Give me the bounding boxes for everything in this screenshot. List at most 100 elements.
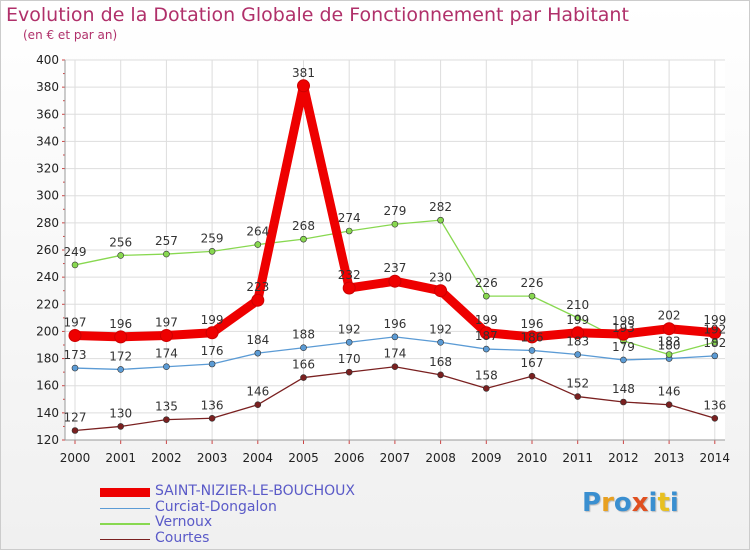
x-tick-label: 2003 xyxy=(197,451,228,465)
data-label: 186 xyxy=(521,330,544,344)
data-label: 135 xyxy=(155,400,178,414)
data-point xyxy=(159,329,173,342)
data-label: 166 xyxy=(292,358,315,372)
data-point xyxy=(71,427,79,434)
data-label: 192 xyxy=(429,322,452,336)
x-tick-label: 2002 xyxy=(151,451,182,465)
data-point xyxy=(117,366,124,373)
x-tick-label: 2008 xyxy=(425,451,456,465)
y-tick-label: 280 xyxy=(36,216,59,230)
data-label: 199 xyxy=(703,313,726,327)
data-point xyxy=(708,326,722,340)
data-point xyxy=(117,423,124,430)
data-label: 187 xyxy=(475,329,498,343)
data-point xyxy=(482,345,490,353)
legend-swatch xyxy=(100,523,150,525)
data-label: 259 xyxy=(201,231,224,245)
data-point xyxy=(711,352,719,360)
data-point xyxy=(616,327,630,341)
x-tick-label: 2010 xyxy=(517,451,548,465)
y-tick-label: 120 xyxy=(36,433,59,447)
data-label: 268 xyxy=(292,219,315,233)
data-point xyxy=(437,338,444,346)
data-label: 192 xyxy=(703,322,726,336)
data-label: 193 xyxy=(612,321,635,335)
data-label: 197 xyxy=(155,316,178,330)
data-label: 172 xyxy=(109,349,132,363)
data-label: 282 xyxy=(429,200,452,214)
chart-subtitle: (en € et par an) xyxy=(23,28,118,42)
legend-label: SAINT-NIZIER-LE-BOUCHOUX xyxy=(155,483,356,499)
y-tick-label: 140 xyxy=(36,406,59,420)
data-point xyxy=(434,284,448,298)
data-label: 183 xyxy=(658,335,681,349)
data-label: 230 xyxy=(429,271,452,285)
data-point xyxy=(665,351,673,358)
y-tick-label: 180 xyxy=(36,352,59,366)
data-point xyxy=(662,322,676,336)
y-tick-label: 220 xyxy=(36,297,59,311)
y-tick-label: 300 xyxy=(36,189,59,203)
data-point xyxy=(574,351,582,358)
data-point xyxy=(528,292,536,300)
data-point xyxy=(208,414,216,422)
data-label: 199 xyxy=(475,313,498,327)
x-tick-label: 2005 xyxy=(288,451,319,465)
data-point xyxy=(300,374,307,381)
data-label: 196 xyxy=(383,317,406,331)
y-tick-label: 240 xyxy=(36,270,59,284)
data-point xyxy=(574,393,582,400)
data-label: 127 xyxy=(64,411,87,425)
data-point xyxy=(528,347,536,354)
y-tick-label: 360 xyxy=(36,107,59,121)
data-point xyxy=(297,79,310,93)
data-point xyxy=(163,250,170,258)
data-point xyxy=(345,368,353,376)
data-label: 223 xyxy=(246,280,269,294)
data-label: 197 xyxy=(64,316,87,330)
data-point xyxy=(574,314,582,322)
x-tick-label: 2011 xyxy=(562,451,593,465)
x-tick-label: 2006 xyxy=(334,451,365,465)
data-point xyxy=(437,216,444,224)
data-label: 184 xyxy=(246,333,269,347)
data-label: 136 xyxy=(201,398,224,412)
data-point xyxy=(482,385,490,392)
x-tick-label: 2004 xyxy=(243,451,274,465)
data-label: 210 xyxy=(566,298,589,312)
data-label: 226 xyxy=(521,276,544,290)
data-point xyxy=(482,292,490,300)
data-point xyxy=(68,329,82,342)
data-point xyxy=(254,241,262,248)
chart-title: Evolution de la Dotation Globale de Fonc… xyxy=(6,4,629,26)
x-tick-label: 2014 xyxy=(700,451,731,465)
data-point xyxy=(205,326,219,340)
data-point xyxy=(254,401,262,409)
y-tick-label: 400 xyxy=(36,53,59,67)
data-label: 249 xyxy=(64,245,87,259)
data-label: 237 xyxy=(383,261,406,275)
data-point xyxy=(528,372,536,380)
data-point xyxy=(620,356,627,364)
x-tick-label: 2001 xyxy=(105,451,136,465)
data-point xyxy=(163,363,170,371)
data-point xyxy=(163,416,170,423)
data-label: 174 xyxy=(383,347,406,361)
data-point xyxy=(345,227,353,235)
x-tick-label: 2009 xyxy=(471,451,502,465)
data-point xyxy=(571,326,585,340)
data-label: 136 xyxy=(703,398,726,412)
data-label: 167 xyxy=(521,356,544,370)
data-label: 199 xyxy=(201,313,224,327)
data-label: 199 xyxy=(566,313,589,327)
data-point xyxy=(208,360,216,368)
data-point xyxy=(711,414,719,422)
x-tick-label: 2007 xyxy=(380,451,411,465)
data-label: 196 xyxy=(109,317,132,331)
data-label: 174 xyxy=(155,347,178,361)
y-tick-label: 260 xyxy=(36,243,59,257)
data-label: 274 xyxy=(338,211,361,225)
line-chart: 120 140 160 180 200 220 240 260 280 300 320 340 360 3… xyxy=(36,53,731,465)
y-tick-label: 160 xyxy=(36,379,59,393)
data-point xyxy=(71,261,79,269)
